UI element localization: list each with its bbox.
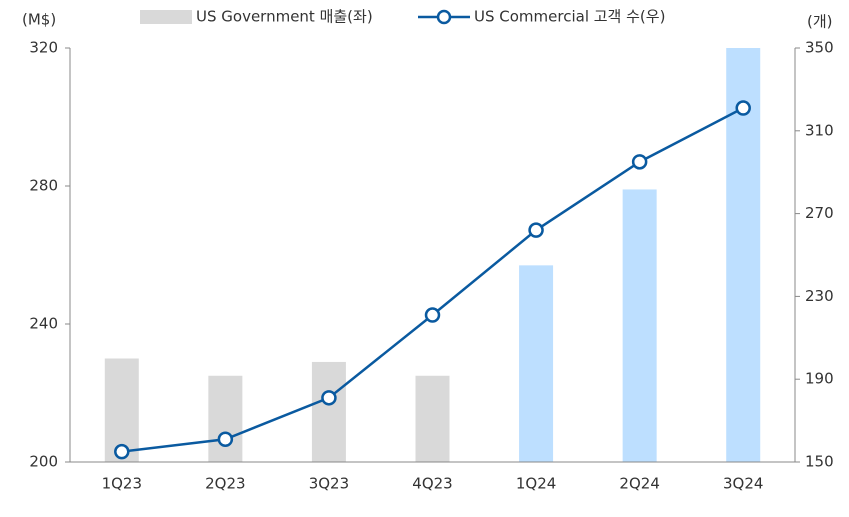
x-tick-label: 3Q24 <box>723 475 763 493</box>
line-point <box>114 443 130 460</box>
y-tick-label: 320 <box>29 39 58 57</box>
bar <box>415 375 450 462</box>
x-tick-label: 4Q23 <box>412 475 452 493</box>
legend-label: US Commercial 고객 수(우) <box>474 8 665 26</box>
y2-tick-label: 150 <box>805 453 834 471</box>
line-point <box>735 100 751 116</box>
y-unit: (M$) <box>22 11 56 29</box>
x-tick-label: 3Q23 <box>309 475 349 493</box>
y-tick-label: 280 <box>29 177 58 195</box>
y2-tick-label: 270 <box>805 204 834 222</box>
bar <box>311 361 346 462</box>
y2-tick-label: 230 <box>805 287 834 305</box>
x-tick-label: 1Q23 <box>102 475 142 493</box>
y2-unit: (개) <box>807 13 833 31</box>
legend-label: US Government 매출(좌) <box>196 8 373 26</box>
legend-swatch <box>140 10 192 24</box>
line-point <box>528 222 544 238</box>
bar <box>208 375 243 462</box>
bar <box>622 189 657 462</box>
y-tick-label: 200 <box>29 453 58 471</box>
line-point <box>217 431 234 447</box>
y2-tick-label: 350 <box>805 39 834 57</box>
legend-swatch <box>436 9 452 25</box>
y-tick-label: 240 <box>29 315 58 333</box>
x-tick-label: 1Q24 <box>516 475 556 493</box>
x-tick-label: 2Q24 <box>619 475 659 493</box>
line-point <box>631 154 648 170</box>
bar <box>726 48 761 462</box>
x-tick-label: 2Q23 <box>205 475 245 493</box>
line-point <box>424 307 441 323</box>
y2-tick-label: 310 <box>805 121 834 139</box>
line-point <box>321 390 337 406</box>
bar <box>519 265 554 462</box>
y2-tick-label: 190 <box>805 370 834 388</box>
